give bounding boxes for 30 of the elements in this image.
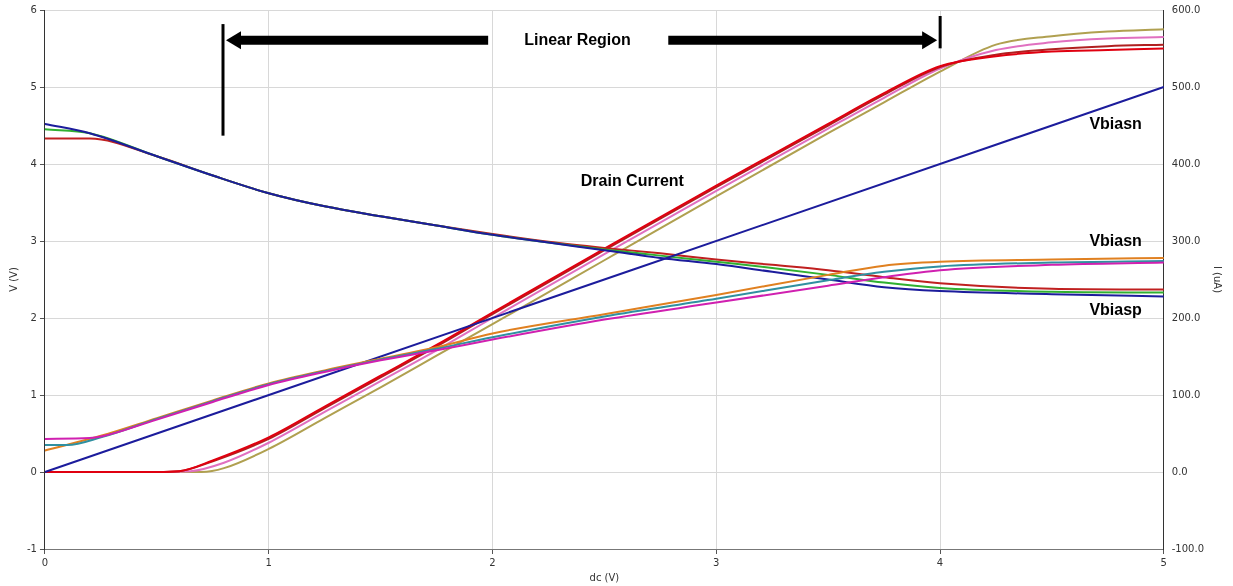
x-tick-label: 4	[936, 556, 944, 568]
y-tick-label: 4	[30, 157, 37, 169]
annotation: Linear Region	[524, 30, 631, 48]
x-tick-label: 2	[489, 556, 496, 568]
x-axis-title: dc (V)	[589, 571, 620, 583]
y-tick-label: 3	[30, 234, 37, 246]
annotation: Drain Current	[580, 171, 685, 189]
x-tick-label: 0	[41, 556, 49, 568]
annotation: Vbiasp	[1089, 301, 1143, 319]
x-tick-label: 5	[1160, 556, 1167, 568]
y2-tick-label: 600.0	[1171, 3, 1201, 15]
x-tick-label: 1	[265, 556, 272, 568]
annotation: Vbiasn	[1089, 232, 1142, 250]
y2-axis-title: I (uA)	[1212, 265, 1224, 294]
y2-tick-label: 500.0	[1171, 80, 1201, 92]
y-tick-label: -1	[26, 542, 37, 554]
annotation: Vbiasn	[1089, 114, 1142, 132]
y2-tick-label: 0.0	[1171, 465, 1188, 477]
y-tick-label: 0	[30, 465, 37, 477]
y-tick-label: 2	[30, 311, 37, 323]
y-tick-label: 1	[30, 388, 37, 400]
y2-tick-label: 300.0	[1171, 234, 1201, 246]
y-axis-title: V (V)	[7, 267, 19, 292]
y2-tick-label: -100.0	[1171, 542, 1205, 554]
y2-tick-label: 400.0	[1171, 157, 1201, 169]
y2-tick-label: 100.0	[1171, 388, 1201, 400]
y-tick-label: 6	[30, 3, 37, 15]
y2-tick-label: 200.0	[1171, 311, 1201, 323]
x-tick-label: 3	[713, 556, 720, 568]
y-tick-label: 5	[30, 80, 37, 92]
